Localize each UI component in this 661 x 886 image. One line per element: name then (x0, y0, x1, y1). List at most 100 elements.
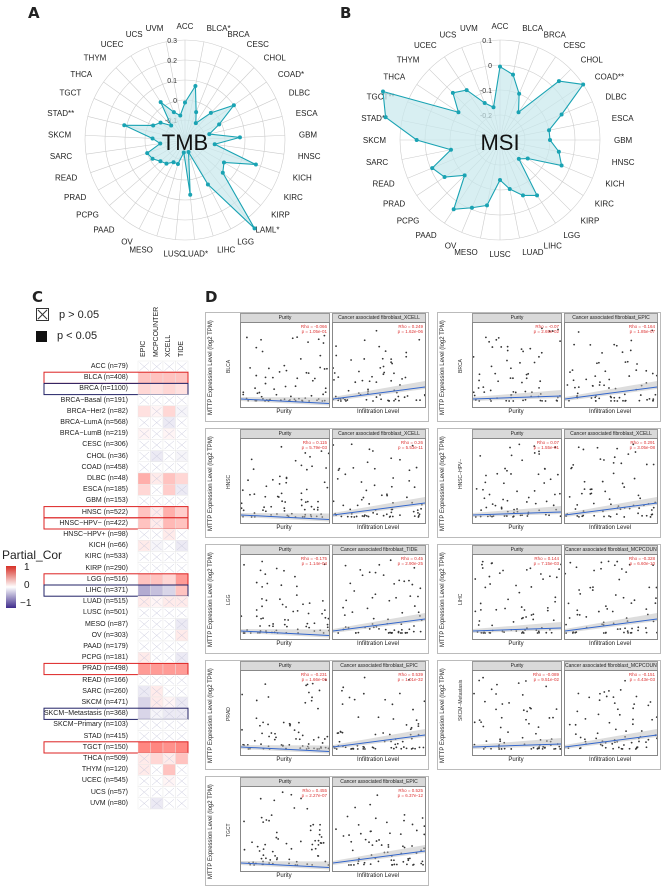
scatter-stat: Rho = 0.291 p = 3.05e-08 (629, 440, 655, 450)
scatter-point (595, 737, 598, 740)
scatter-stat: Rho = 0.455 p = 2.27e-07 (301, 788, 327, 798)
scatter-point (576, 609, 579, 612)
scatter-point (255, 717, 258, 720)
heatmap-cross (164, 631, 175, 640)
heatmap-cross (176, 485, 187, 495)
radar-spoke (175, 139, 186, 240)
scatter-point (645, 369, 648, 372)
scatter-point (516, 490, 518, 493)
radar-category-label: READ (55, 173, 77, 182)
scatter-card: MTTP Expression Level (log2 TPM) PRAD Puri… (205, 660, 429, 770)
scatter-point (418, 338, 421, 341)
scatter-point (652, 564, 655, 567)
crossed-box-icon (36, 308, 49, 321)
scatter-point (496, 683, 498, 686)
heatmap-cross (151, 799, 162, 808)
scatter-point (307, 341, 309, 343)
scatter-point (498, 572, 501, 575)
scatter-point (398, 399, 400, 402)
heatmap-cross (176, 463, 187, 472)
scatter-point (544, 746, 546, 749)
scatter-point (651, 329, 654, 332)
scatter-point (525, 718, 527, 721)
scatter-point (252, 468, 255, 471)
heatmap-cross (151, 720, 162, 730)
scatter-point (484, 336, 487, 339)
scatter-point (534, 502, 537, 505)
scatter-svg (333, 329, 425, 402)
scatter-point (400, 628, 403, 631)
scatter-point (598, 384, 601, 386)
scatter-point (624, 679, 626, 682)
scatter-point (539, 380, 542, 383)
scatter-point (341, 703, 344, 706)
scatter-point (574, 733, 577, 736)
scatter-point (520, 617, 523, 620)
scatter-point (420, 862, 423, 865)
heatmap-cross (139, 608, 150, 618)
scatter-point (525, 373, 528, 376)
scatter-point (579, 736, 582, 739)
heatmap-cross (151, 463, 162, 472)
scatter-point (544, 400, 547, 402)
scatter-point (265, 485, 268, 488)
scatter-svg (333, 559, 425, 634)
scatter-point (393, 863, 396, 866)
scatter-point (339, 400, 342, 402)
scatter-point (278, 371, 281, 373)
scatter-point (610, 503, 612, 506)
heatmap-cell (137, 383, 151, 395)
scatter-point (414, 747, 416, 750)
scatter-plot-area: Rho = 0.115 p = 5.79e-03 (240, 438, 330, 524)
scatter-point (637, 626, 640, 629)
scatter-point (261, 350, 264, 353)
scatter-point (588, 696, 591, 699)
scatter-xlabel: Infiltration Level (356, 873, 400, 879)
scatter-point (362, 692, 365, 695)
scatter-point (409, 728, 412, 731)
scatter-point (645, 741, 647, 744)
scatter-point (400, 747, 403, 750)
colorbar-title: Partial_Cor (2, 548, 63, 562)
scatter-point (342, 504, 345, 507)
scatter-point (241, 693, 244, 696)
regression-line (473, 395, 561, 400)
scatter-point (327, 452, 329, 455)
heatmap-cell (162, 405, 176, 418)
heatmap-cross (176, 631, 187, 640)
scatter-point (403, 396, 406, 399)
scatter-point (345, 400, 347, 402)
heatmap-cross (151, 541, 162, 551)
scatter-point (359, 832, 362, 835)
radar-point (380, 89, 385, 94)
heatmap-cell (137, 573, 151, 586)
radar-category-label: PCPG (397, 217, 420, 226)
scatter-point (538, 453, 541, 455)
heatmap-cross (176, 362, 187, 371)
scatter-point (406, 863, 408, 866)
scatter-point (390, 358, 393, 361)
scatter-svg (473, 443, 561, 518)
heatmap-cross (139, 463, 150, 472)
scatter-point (603, 515, 605, 518)
heatmap-cross (176, 418, 187, 427)
scatter-point (538, 355, 540, 358)
scatter-point (253, 493, 256, 496)
scatter-point (347, 389, 350, 392)
radar-point (498, 178, 502, 182)
scatter-point (290, 793, 293, 796)
heatmap-row-label: LUAD (n=515) (83, 598, 128, 606)
heatmap-highlight-box (43, 707, 189, 720)
scatter-point (533, 445, 536, 448)
radar-category-label: COAD** (595, 73, 624, 82)
scatter-point (608, 378, 611, 381)
scatter-point (363, 863, 365, 866)
radar-category-label: LIHC (217, 245, 235, 254)
scatter-point (267, 696, 270, 698)
scatter-point (354, 806, 357, 809)
heatmap-cross (151, 765, 162, 775)
scatter-point (267, 723, 269, 726)
scatter-svg (565, 560, 657, 634)
scatter-point (289, 395, 292, 398)
scatter-point (292, 610, 295, 613)
